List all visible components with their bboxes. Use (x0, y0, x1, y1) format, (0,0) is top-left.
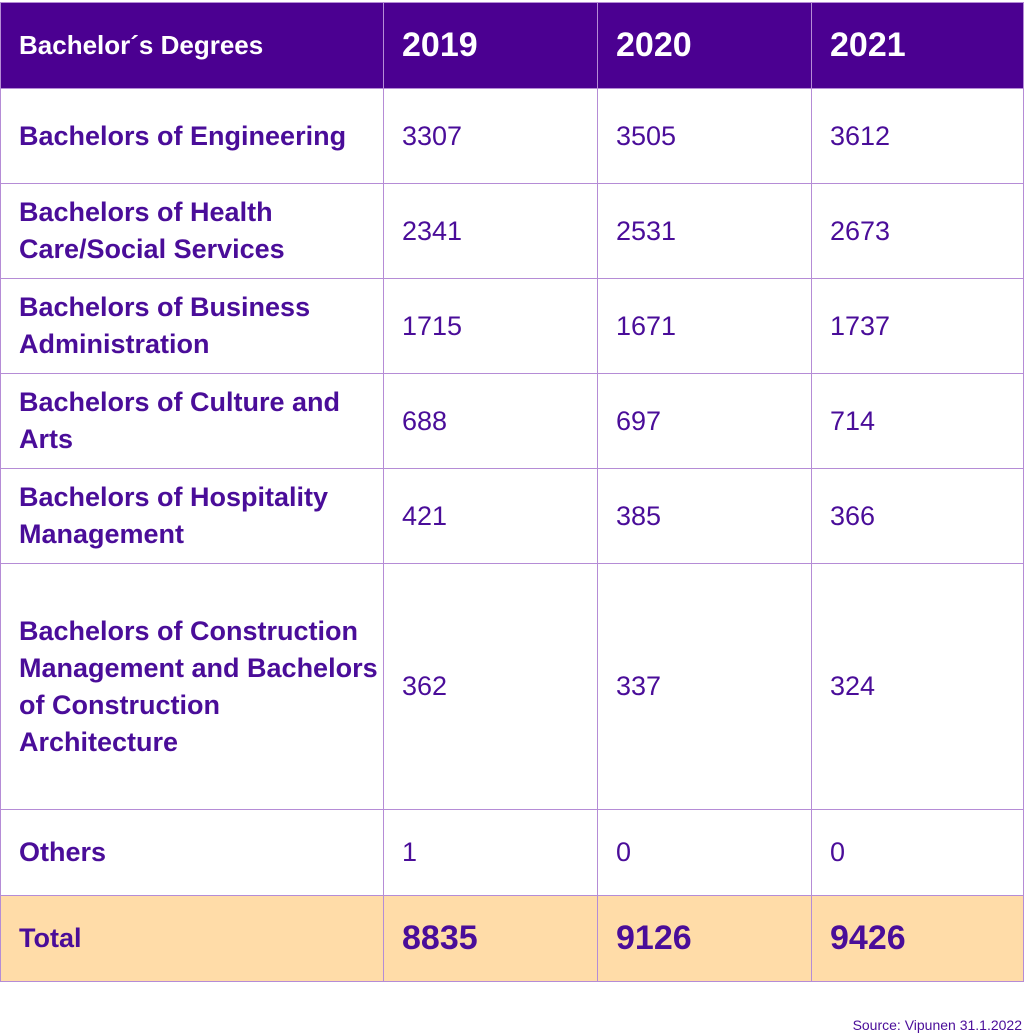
total-cell: 9126 (597, 895, 812, 982)
table-cell: 714 (811, 373, 1024, 469)
table-row: Others 1 0 0 (0, 809, 1024, 896)
table-cell: 3307 (383, 88, 598, 184)
table-row: Bachelors of Health Care/Social Services… (0, 183, 1024, 279)
table-cell: 366 (811, 468, 1024, 564)
row-label: Others (0, 809, 384, 896)
table-cell: 362 (383, 563, 598, 810)
table-row: Bachelors of Engineering 3307 3505 3612 (0, 88, 1024, 184)
table-cell: 385 (597, 468, 812, 564)
table-cell: 1 (383, 809, 598, 896)
table-cell: 2341 (383, 183, 598, 279)
header-year-2020: 2020 (597, 2, 812, 89)
header-degrees: Bachelor´s Degrees (0, 2, 384, 89)
table-cell: 337 (597, 563, 812, 810)
table-cell: 324 (811, 563, 1024, 810)
table-cell: 2531 (597, 183, 812, 279)
table-cell: 3612 (811, 88, 1024, 184)
table-cell: 1671 (597, 278, 812, 374)
table-cell: 688 (383, 373, 598, 469)
table-row: Bachelors of Construction Management and… (0, 563, 1024, 810)
total-row: Total 8835 9126 9426 (0, 895, 1024, 982)
row-label: Bachelors of Business Administration (0, 278, 384, 374)
table-cell: 3505 (597, 88, 812, 184)
total-cell: 9426 (811, 895, 1024, 982)
header-row: Bachelor´s Degrees 2019 2020 2021 (0, 2, 1024, 89)
table-cell: 697 (597, 373, 812, 469)
row-label: Bachelors of Hospitality Management (0, 468, 384, 564)
table-cell: 1715 (383, 278, 598, 374)
table-row: Bachelors of Culture and Arts 688 697 71… (0, 373, 1024, 469)
row-label: Bachelors of Engineering (0, 88, 384, 184)
table-cell: 0 (811, 809, 1024, 896)
table-cell: 0 (597, 809, 812, 896)
table-row: Bachelors of Hospitality Management 421 … (0, 468, 1024, 564)
header-year-2021: 2021 (811, 2, 1024, 89)
degrees-table: Bachelor´s Degrees 2019 2020 2021 Bachel… (0, 2, 1024, 982)
total-cell: 8835 (383, 895, 598, 982)
table-cell: 2673 (811, 183, 1024, 279)
table-cell: 421 (383, 468, 598, 564)
table-cell: 1737 (811, 278, 1024, 374)
total-label: Total (0, 895, 384, 982)
header-year-2019: 2019 (383, 2, 598, 89)
row-label: Bachelors of Culture and Arts (0, 373, 384, 469)
row-label: Bachelors of Construction Management and… (0, 563, 384, 810)
row-label: Bachelors of Health Care/Social Services (0, 183, 384, 279)
table-row: Bachelors of Business Administration 171… (0, 278, 1024, 374)
source-note: Source: Vipunen 31.1.2022 (852, 1017, 1022, 1033)
